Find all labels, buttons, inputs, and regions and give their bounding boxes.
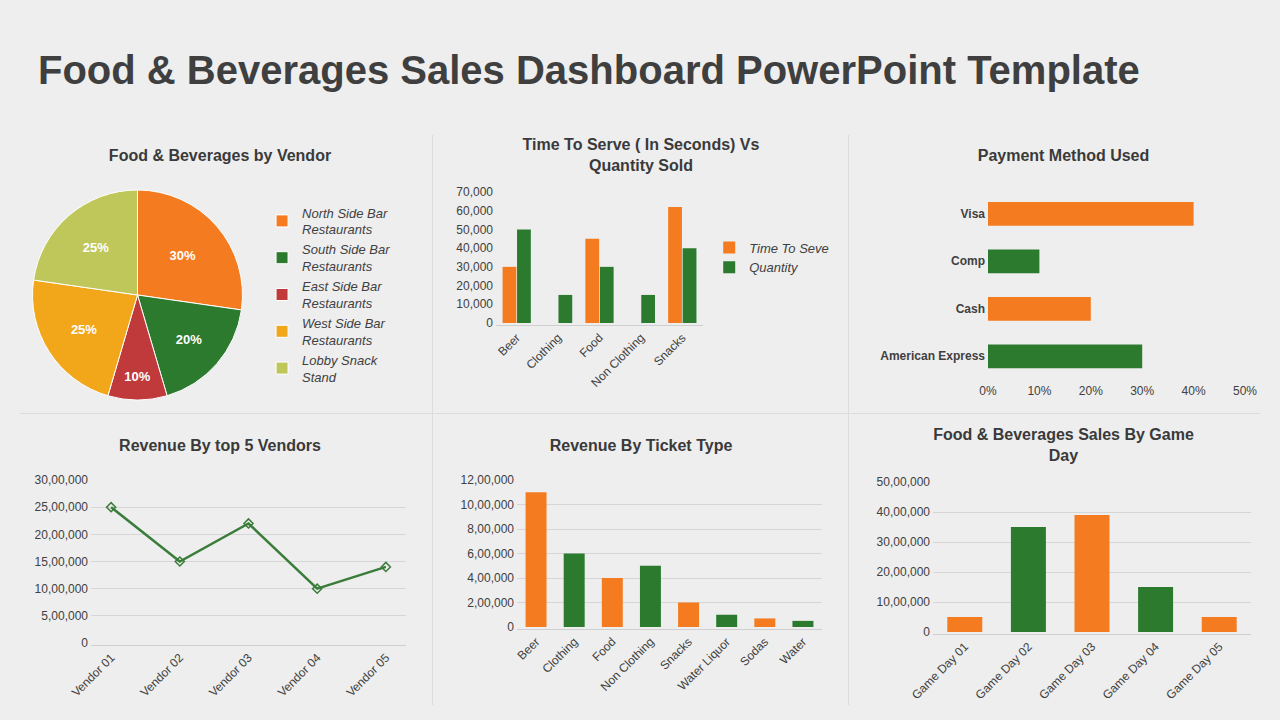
- svg-text:Food: Food: [577, 331, 606, 360]
- svg-text:Comp: Comp: [951, 254, 985, 268]
- html-text:Food & Beverages Sales Dashboa: Food & Beverages Sales Dashboard PowerPo…: [38, 48, 1140, 92]
- svg-text:10,000: 10,000: [456, 297, 493, 311]
- svg-text:Vendor 02: Vendor 02: [138, 651, 187, 700]
- svg-text:South Side BarRestaurants: South Side BarRestaurants: [302, 242, 390, 274]
- svg-text:North Side BarRestaurants: North Side BarRestaurants: [302, 206, 388, 238]
- svg-text:25%: 25%: [71, 322, 97, 337]
- svg-text:Game Day 05: Game Day 05: [1163, 640, 1225, 702]
- svg-text:Lobby SnackStand: Lobby SnackStand: [302, 353, 379, 385]
- svg-text:50,000: 50,000: [456, 223, 493, 237]
- svg-text:Snacks: Snacks: [657, 635, 695, 673]
- svg-text:Revenue By Ticket Type: Revenue By Ticket Type: [550, 437, 733, 454]
- svg-text:Water Liquor: Water Liquor: [675, 635, 733, 693]
- svg-text:East Side BarRestaurants: East Side BarRestaurants: [302, 279, 382, 311]
- svg-text:American Express: American Express: [880, 349, 985, 363]
- svg-text:20,000: 20,000: [456, 279, 493, 293]
- svg-text:Food: Food: [589, 635, 618, 664]
- svg-text:40,00,000: 40,00,000: [877, 505, 931, 519]
- svg-text:Visa: Visa: [961, 207, 986, 221]
- svg-text:10,00,000: 10,00,000: [877, 595, 931, 609]
- svg-text:Game Day 02: Game Day 02: [973, 640, 1035, 702]
- svg-text:West Side BarRestaurants: West Side BarRestaurants: [302, 316, 386, 348]
- svg-text:20,00,000: 20,00,000: [35, 528, 89, 542]
- svg-text:10%: 10%: [1027, 384, 1051, 398]
- svg-text:0: 0: [507, 620, 514, 634]
- svg-text:Revenue By top 5 Vendors: Revenue By top 5 Vendors: [119, 437, 321, 454]
- svg-text:Payment Method Used: Payment Method Used: [978, 147, 1150, 164]
- svg-text:Water: Water: [777, 635, 809, 667]
- svg-text:30,000: 30,000: [456, 260, 493, 274]
- svg-text:50,00,000: 50,00,000: [877, 475, 931, 489]
- svg-text:Food & Beverages by Vendor: Food & Beverages by Vendor: [109, 147, 331, 164]
- svg-text:0: 0: [81, 636, 88, 650]
- svg-text:25,00,000: 25,00,000: [35, 500, 89, 514]
- svg-text:10,00,000: 10,00,000: [35, 582, 89, 596]
- svg-text:Time To Seve: Time To Seve: [749, 241, 829, 256]
- svg-text:50%: 50%: [1233, 384, 1257, 398]
- svg-text:Game Day 01: Game Day 01: [909, 640, 971, 702]
- svg-text:70,000: 70,000: [456, 185, 493, 199]
- svg-text:10,00,000: 10,00,000: [461, 498, 515, 512]
- svg-text:20%: 20%: [176, 332, 202, 347]
- svg-text:10%: 10%: [124, 369, 150, 384]
- svg-text:60,000: 60,000: [456, 204, 493, 218]
- svg-text:0: 0: [923, 625, 930, 639]
- svg-text:Non Clothing: Non Clothing: [588, 331, 647, 390]
- svg-text:40%: 40%: [1182, 384, 1206, 398]
- svg-text:Game Day 03: Game Day 03: [1036, 640, 1098, 702]
- svg-text:5,00,000: 5,00,000: [41, 609, 88, 623]
- svg-text:0: 0: [486, 316, 493, 330]
- svg-text:20,00,000: 20,00,000: [877, 565, 931, 579]
- svg-text:Sodas: Sodas: [737, 635, 771, 669]
- svg-text:Time To Serve ( In Seconds) Vs: Time To Serve ( In Seconds) VsQuantity S…: [523, 136, 760, 174]
- svg-text:30%: 30%: [1130, 384, 1154, 398]
- svg-text:12,00,000: 12,00,000: [461, 473, 515, 487]
- svg-text:20%: 20%: [1079, 384, 1103, 398]
- svg-text:30,00,000: 30,00,000: [877, 535, 931, 549]
- svg-text:Clothing: Clothing: [523, 331, 564, 372]
- svg-text:30,00,000: 30,00,000: [35, 473, 89, 487]
- svg-text:Vendor 04: Vendor 04: [275, 651, 324, 700]
- svg-text:Vendor 01: Vendor 01: [69, 651, 118, 700]
- svg-text:8,00,000: 8,00,000: [467, 522, 514, 536]
- svg-text:30%: 30%: [169, 248, 195, 263]
- svg-text:Snacks: Snacks: [651, 331, 689, 369]
- svg-text:Cash: Cash: [956, 302, 985, 316]
- svg-text:Beer: Beer: [515, 635, 543, 663]
- svg-text:25%: 25%: [83, 240, 109, 255]
- svg-text:Vendor 03: Vendor 03: [206, 651, 255, 700]
- svg-text:Clothing: Clothing: [540, 635, 581, 676]
- svg-text:Vendor 05: Vendor 05: [344, 651, 393, 700]
- svg-text:Food & Beverages Sales By Game: Food & Beverages Sales By GameDay: [933, 426, 1194, 464]
- svg-text:Beer: Beer: [495, 331, 523, 359]
- svg-text:Non Clothing: Non Clothing: [598, 635, 657, 694]
- svg-text:6,00,000: 6,00,000: [467, 547, 514, 561]
- svg-text:Game Day 04: Game Day 04: [1100, 640, 1162, 702]
- svg-text:Quantity: Quantity: [749, 260, 799, 275]
- svg-text:4,00,000: 4,00,000: [467, 571, 514, 585]
- svg-text:0%: 0%: [979, 384, 997, 398]
- svg-text:15,00,000: 15,00,000: [35, 555, 89, 569]
- svg-text:40,000: 40,000: [456, 241, 493, 255]
- svg-text:2,00,000: 2,00,000: [467, 596, 514, 610]
